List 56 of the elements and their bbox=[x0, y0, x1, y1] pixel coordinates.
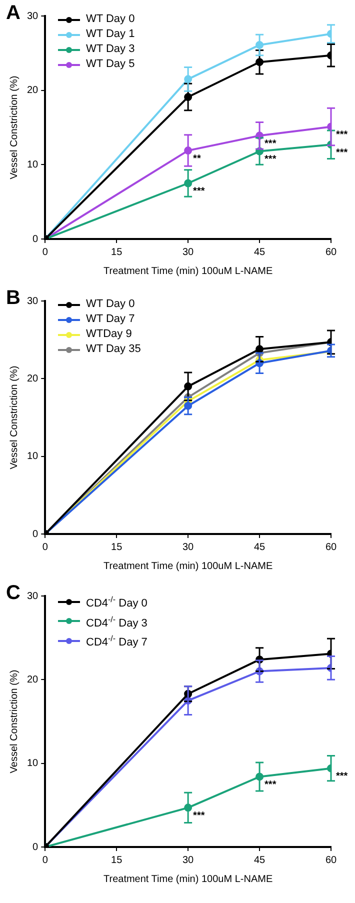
y-tick-label: 30 bbox=[27, 296, 39, 307]
x-tick-label: 0 bbox=[42, 246, 48, 258]
y-tick-label: 0 bbox=[32, 234, 39, 245]
x-tick-label: 15 bbox=[111, 246, 123, 258]
legend-label: CD4$^{-/-}$ Day 3 bbox=[86, 614, 148, 632]
x-axis-title: Treatment Time (min) 100uM L-NAME bbox=[104, 560, 273, 572]
x-tick-label: 45 bbox=[254, 542, 266, 553]
legend-label: WT Day 5 bbox=[86, 57, 135, 72]
annotation: *** bbox=[336, 147, 348, 158]
y-axis-title: Vessel Constriction (%) bbox=[8, 366, 20, 470]
x-tick-label: 45 bbox=[254, 854, 266, 866]
legend-label: WT Day 7 bbox=[86, 312, 135, 327]
legend-label: CD4$^{-/-}$ Day 7 bbox=[86, 633, 148, 651]
x-tick-label: 45 bbox=[254, 246, 266, 258]
chart-title: A bbox=[6, 2, 20, 25]
y-tick-label: 30 bbox=[27, 10, 39, 22]
x-tick-label: 30 bbox=[182, 246, 194, 258]
annotation: *** bbox=[193, 186, 205, 197]
y-tick-label: 10 bbox=[27, 159, 39, 170]
x-tick-label: 60 bbox=[325, 542, 337, 553]
y-tick-label: 0 bbox=[32, 528, 39, 540]
annotation: *** bbox=[264, 154, 276, 166]
legend-label: WT Day 0 bbox=[86, 297, 135, 312]
chart-title: C bbox=[6, 582, 20, 605]
annotation: ** bbox=[193, 153, 201, 164]
x-tick-label: 0 bbox=[42, 854, 48, 866]
legend-label: WT Day 35 bbox=[86, 342, 141, 357]
chart-title: B bbox=[6, 287, 20, 310]
y-axis-title: Vessel Constriction (%) bbox=[8, 670, 20, 774]
x-tick-label: 30 bbox=[182, 542, 194, 553]
annotation: *** bbox=[264, 138, 276, 150]
legend-label: WT Day 3 bbox=[86, 42, 135, 57]
annotation: *** bbox=[264, 779, 276, 790]
y-axis-title: Vessel Constriction (%) bbox=[8, 76, 20, 180]
x-tick-label: 15 bbox=[111, 854, 123, 866]
annotation: *** bbox=[193, 810, 205, 822]
y-tick-label: 20 bbox=[27, 373, 39, 384]
x-tick-label: 15 bbox=[111, 542, 123, 553]
legend-label: WT Day 0 bbox=[86, 12, 135, 27]
legend-label: WT Day 1 bbox=[86, 27, 135, 42]
y-tick-label: 10 bbox=[27, 758, 39, 770]
y-tick-label: 10 bbox=[27, 451, 39, 462]
annotation: *** bbox=[336, 771, 348, 782]
y-tick-label: 0 bbox=[32, 842, 39, 853]
legend-label: WTDay 9 bbox=[86, 327, 132, 342]
y-tick-label: 20 bbox=[27, 674, 39, 686]
annotation: *** bbox=[336, 130, 348, 141]
x-tick-label: 60 bbox=[325, 854, 337, 866]
y-tick-label: 20 bbox=[27, 85, 39, 96]
y-tick-label: 30 bbox=[27, 590, 39, 602]
legend-label: CD4$^{-/-}$ Day 0 bbox=[86, 594, 148, 612]
x-axis-title: Treatment Time (min) 100uM L-NAME bbox=[104, 874, 273, 885]
x-axis-title: Treatment Time (min) 100uM L-NAME bbox=[104, 266, 273, 277]
x-tick-label: 60 bbox=[325, 246, 337, 258]
x-tick-label: 0 bbox=[42, 542, 48, 553]
x-tick-label: 30 bbox=[182, 854, 194, 866]
